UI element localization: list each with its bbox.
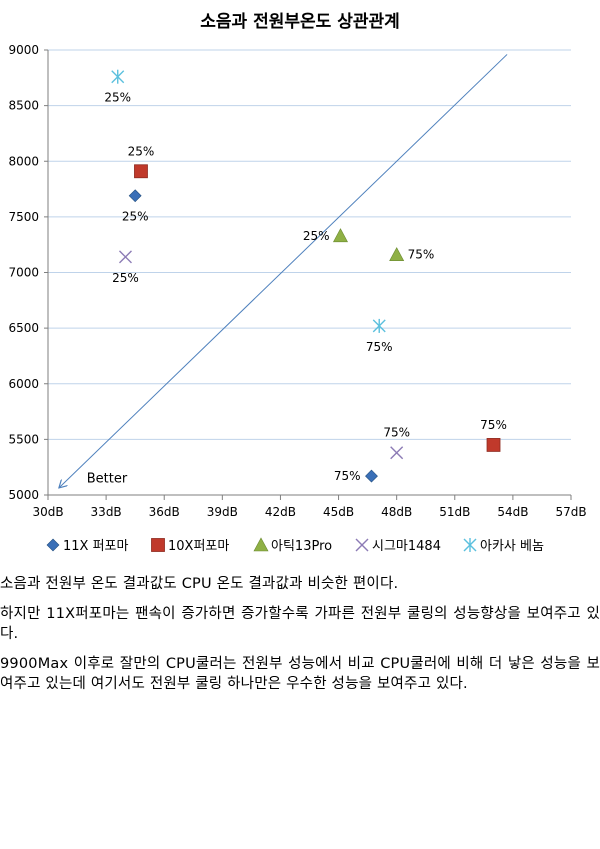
data-point-triangle bbox=[332, 228, 348, 243]
series-group: 25% 75% bbox=[112, 250, 410, 460]
y-tick-label: 6000 bbox=[8, 377, 39, 391]
y-tick-label: 8000 bbox=[8, 154, 39, 168]
data-point-square bbox=[486, 438, 501, 452]
data-point-x bbox=[390, 446, 404, 460]
x-tick-label: 36dB bbox=[149, 505, 180, 519]
legend-item: 10X퍼포마 bbox=[151, 538, 229, 554]
better-label: Better bbox=[87, 471, 128, 486]
data-label: 25% bbox=[128, 144, 155, 158]
x-tick-label: 42dB bbox=[265, 505, 296, 519]
y-tick-label: 6500 bbox=[8, 321, 39, 335]
x-tick-label: 51dB bbox=[439, 505, 470, 519]
legend-item: 아틱13Pro bbox=[253, 537, 332, 554]
data-point-x bbox=[355, 538, 369, 552]
legend-label: 시그마1484 bbox=[372, 539, 441, 554]
data-point-triangle bbox=[253, 537, 269, 552]
data-point-x bbox=[118, 250, 132, 264]
paragraph-1: 소음과 전원부 온도 결과값도 CPU 온도 결과값과 비슷한 편이다. bbox=[0, 576, 399, 592]
data-point-diamond bbox=[128, 189, 142, 203]
x-tick-label: 33dB bbox=[91, 505, 122, 519]
data-point-square bbox=[151, 538, 165, 552]
legend-label: 아틱13Pro bbox=[271, 539, 332, 554]
x-tick-label: 45dB bbox=[323, 505, 354, 519]
data-label: 25% bbox=[303, 229, 330, 243]
series-group: 25% 75% bbox=[122, 189, 378, 483]
y-tick-label: 5500 bbox=[8, 432, 39, 446]
data-point-star bbox=[463, 538, 477, 552]
series-group: 25% 75% bbox=[104, 69, 393, 354]
data-label: 75% bbox=[408, 248, 435, 262]
better-arrow bbox=[60, 54, 508, 487]
chart: 소음과 전원부온도 상관관계 5000 5500 6000 6500 7000 7500 80… bbox=[8, 12, 586, 554]
chart-title: 소음과 전원부온도 상관관계 bbox=[200, 12, 400, 32]
legend-item: 11X 퍼포마 bbox=[46, 538, 129, 554]
x-tick-label: 39dB bbox=[207, 505, 238, 519]
x-tick-label: 54dB bbox=[497, 505, 528, 519]
x-stroke bbox=[355, 538, 369, 552]
paragraph-2: 하지만 11X퍼포마는 팬속이 증가하면 증가할수록 가파른 전원부 쿨링의 성… bbox=[0, 606, 600, 642]
data-label: 75% bbox=[334, 469, 361, 483]
x-tick-label: 57dB bbox=[555, 505, 586, 519]
data-point-diamond bbox=[365, 469, 378, 483]
legend-label: 아카사 베놈 bbox=[480, 539, 544, 554]
data-label: 75% bbox=[383, 426, 410, 440]
series-group: 25% 75% bbox=[303, 228, 435, 262]
y-tick-label: 5000 bbox=[8, 488, 39, 502]
legend-label: 11X 퍼포마 bbox=[63, 539, 129, 554]
y-tick-label: 8500 bbox=[8, 99, 39, 113]
data-label: 75% bbox=[480, 418, 507, 432]
legend-item: 아카사 베놈 bbox=[463, 538, 544, 554]
data-label: 75% bbox=[366, 340, 393, 354]
x-stroke bbox=[118, 250, 132, 264]
scatter-chart: 소음과 전원부온도 상관관계 5000 5500 6000 6500 7000 7500 80… bbox=[8, 12, 586, 554]
data-point-diamond bbox=[46, 538, 60, 552]
data-point-square bbox=[134, 164, 148, 179]
y-tick-label: 7000 bbox=[8, 266, 39, 280]
x-stroke bbox=[390, 446, 404, 460]
y-tick-label: 9000 bbox=[8, 43, 39, 57]
legend-label: 10X퍼포마 bbox=[168, 539, 229, 554]
data-label: 25% bbox=[112, 271, 139, 285]
y-tick-label: 7500 bbox=[8, 210, 39, 224]
series-group: 25% 75% bbox=[128, 144, 507, 452]
data-label: 25% bbox=[104, 91, 131, 105]
data-label: 25% bbox=[122, 210, 149, 224]
article-text: 소음과 전원부 온도 결과값도 CPU 온도 결과값과 비슷한 편이다. 하지만… bbox=[0, 574, 600, 704]
paragraph-3: 9900Max 이후로 잘만의 CPU쿨러는 전원부 성능에서 비교 CPU쿨러… bbox=[0, 656, 600, 692]
data-point-triangle bbox=[389, 247, 405, 262]
data-point-star bbox=[372, 318, 386, 333]
x-tick-label: 48dB bbox=[381, 505, 412, 519]
legend-item: 시그마1484 bbox=[355, 538, 441, 554]
x-tick-label: 30dB bbox=[32, 505, 63, 519]
data-point-star bbox=[111, 69, 125, 84]
